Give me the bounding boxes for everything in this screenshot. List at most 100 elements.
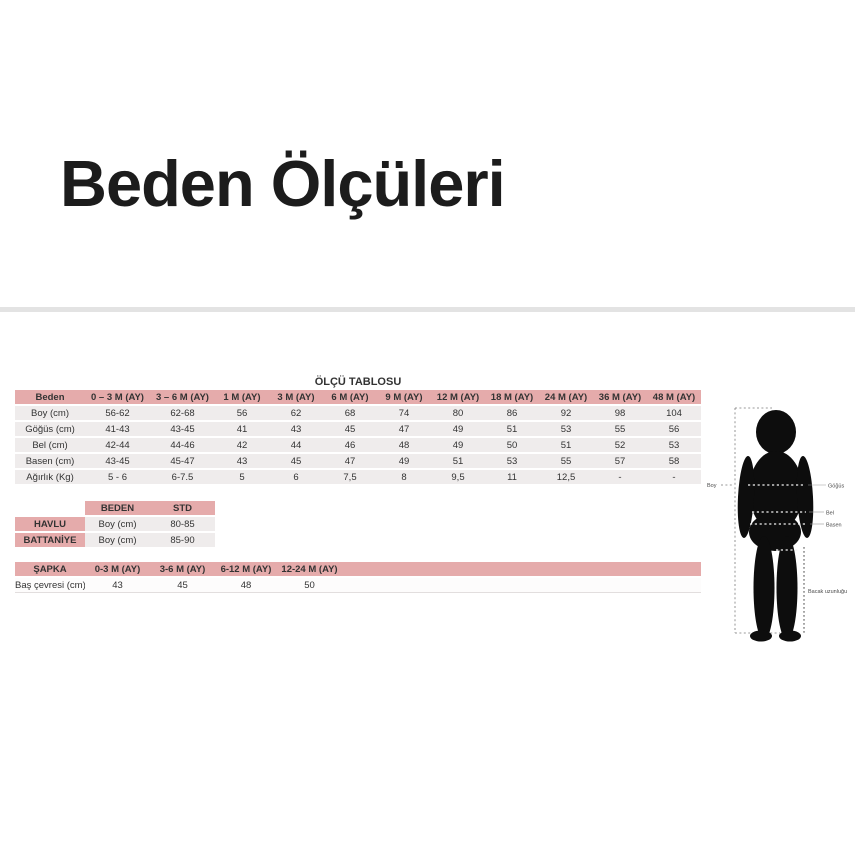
cell: - [647,470,701,484]
home-table-header-row: BEDEN STD [15,501,215,515]
cell: 44 [269,438,323,452]
hat-row-filler [342,578,701,593]
row-label: Ağırlık (Kg) [15,470,85,484]
cell: 52 [593,438,647,452]
row-label: HAVLU [15,517,85,531]
col-header: 0-3 M (AY) [85,562,150,576]
col-header: 6 M (AY) [323,390,377,404]
cell: 51 [485,422,539,436]
table-row: Bel (cm) 42-44 44-46 42 44 46 48 49 50 5… [15,438,701,452]
col-header: ŞAPKA [15,562,85,576]
hat-size-table: ŞAPKA 0-3 M (AY) 3-6 M (AY) 6-12 M (AY) … [15,560,701,595]
cell: 80 [431,406,485,420]
cell: 56-62 [85,406,150,420]
cell: 49 [377,454,431,468]
cell: 45 [323,422,377,436]
col-header: 6-12 M (AY) [215,562,277,576]
row-label: Baş çevresi (cm) [15,578,85,593]
row-label: BATTANİYE [15,533,85,547]
measurement-figure: Boy Göğüs Bel Basen Bacak uzunluğu [700,385,855,655]
cell: 50 [277,578,342,593]
cell: 11 [485,470,539,484]
child-silhouette [737,410,814,642]
cell: Boy (cm) [85,533,150,547]
cell: 53 [647,438,701,452]
cell: 56 [647,422,701,436]
cell: Boy (cm) [85,517,150,531]
hat-table-header-row: ŞAPKA 0-3 M (AY) 3-6 M (AY) 6-12 M (AY) … [15,562,701,576]
table-row: HAVLU Boy (cm) 80-85 [15,517,215,531]
cell: 80-85 [150,517,215,531]
cell: 7,5 [323,470,377,484]
cell: 85-90 [150,533,215,547]
cell: 45 [150,578,215,593]
cell: - [593,470,647,484]
row-label: Basen (cm) [15,454,85,468]
cell: 43-45 [85,454,150,468]
cell: 74 [377,406,431,420]
cell: 48 [215,578,277,593]
col-header: 3 M (AY) [269,390,323,404]
row-label: Göğüs (cm) [15,422,85,436]
col-header: Beden [15,390,85,404]
size-chart-title: ÖLÇÜ TABLOSU [314,376,402,388]
col-header: STD [150,501,215,515]
col-header: 9 M (AY) [377,390,431,404]
col-header: 12-24 M (AY) [277,562,342,576]
main-size-table: Beden 0 – 3 M (AY) 3 – 6 M (AY) 1 M (AY)… [15,388,701,486]
cell: 6 [269,470,323,484]
cell: 62 [269,406,323,420]
col-header: 18 M (AY) [485,390,539,404]
table-row: Ağırlık (Kg) 5 - 6 6-7.5 5 6 7,5 8 9,5 1… [15,470,701,484]
col-header: 1 M (AY) [215,390,269,404]
table-row: BATTANİYE Boy (cm) 85-90 [15,533,215,547]
col-header: BEDEN [85,501,150,515]
cell: 86 [485,406,539,420]
cell: 104 [647,406,701,420]
cell: 57 [593,454,647,468]
col-header: 12 M (AY) [431,390,485,404]
cell: 55 [593,422,647,436]
cell: 47 [377,422,431,436]
col-header: 3-6 M (AY) [150,562,215,576]
cell: 55 [539,454,593,468]
col-header: 36 M (AY) [593,390,647,404]
cell: 49 [431,438,485,452]
cell: 68 [323,406,377,420]
hat-header-filler [342,562,701,576]
col-header: 24 M (AY) [539,390,593,404]
cell: 49 [431,422,485,436]
cell: 41 [215,422,269,436]
table-row: Boy (cm) 56-62 62-68 56 62 68 74 80 86 9… [15,406,701,420]
cell: 43 [269,422,323,436]
cell: 43-45 [150,422,215,436]
table-row: Basen (cm) 43-45 45-47 43 45 47 49 51 53… [15,454,701,468]
cell: 5 - 6 [85,470,150,484]
child-silhouette-diagram: Boy Göğüs Bel Basen Bacak uzunluğu [707,407,847,642]
cell: 8 [377,470,431,484]
cell: 44-46 [150,438,215,452]
section-divider [0,307,855,312]
waist-label: Bel [826,511,834,517]
cell: 62-68 [150,406,215,420]
table-row: Baş çevresi (cm) 43 45 48 50 [15,578,701,593]
row-label: Bel (cm) [15,438,85,452]
page-title: Beden Ölçüleri [60,147,506,220]
cell: 51 [539,438,593,452]
cell: 6-7.5 [150,470,215,484]
cell: 45-47 [150,454,215,468]
cell: 56 [215,406,269,420]
empty-corner-cell [15,501,85,515]
col-header: 0 – 3 M (AY) [85,390,150,404]
row-label: Boy (cm) [15,406,85,420]
cell: 12,5 [539,470,593,484]
cell: 47 [323,454,377,468]
cell: 53 [539,422,593,436]
leg-length-label: Bacak uzunluğu [808,589,847,595]
home-textile-table: BEDEN STD HAVLU Boy (cm) 80-85 BATTANİYE… [15,499,215,549]
hip-label: Basen [826,523,842,529]
cell: 43 [85,578,150,593]
cell: 42-44 [85,438,150,452]
cell: 58 [647,454,701,468]
